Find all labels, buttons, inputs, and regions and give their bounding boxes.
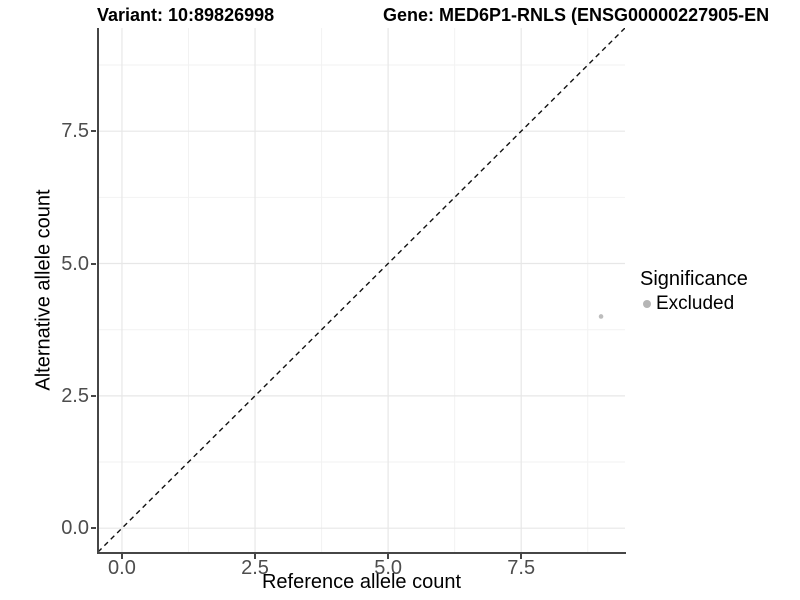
x-tick-mark <box>520 554 523 559</box>
legend-title: Significance <box>640 268 748 290</box>
y-tick-label: 7.5 <box>61 120 89 143</box>
y-tick-mark <box>91 130 96 133</box>
y-tick-mark <box>91 262 96 265</box>
x-tick-label: 2.5 <box>241 557 269 579</box>
legend: Significance Excluded <box>640 268 748 313</box>
y-tick-label: 0.0 <box>61 517 89 540</box>
identity-reference-line <box>97 27 626 553</box>
x-tick-mark <box>387 554 390 559</box>
x-tick-mark <box>120 554 123 559</box>
legend-entry-label: Excluded <box>656 293 735 314</box>
x-axis-title: Reference allele count <box>261 571 461 593</box>
x-tick-label: 5.0 <box>374 557 403 579</box>
y-axis-title: Alternative allele count <box>32 189 55 391</box>
legend-point-swatch-icon <box>643 299 651 308</box>
plot-area-svg <box>97 27 626 553</box>
plot-panel <box>97 27 626 553</box>
y-tick-label: 2.5 <box>61 384 89 407</box>
y-axis-line <box>97 28 99 554</box>
y-tick-mark <box>91 394 96 397</box>
x-tick-label: 7.5 <box>507 557 536 579</box>
y-tick-label: 5.0 <box>61 252 89 275</box>
x-tick-mark <box>254 554 257 559</box>
gene-title: Gene: MED6P1-RNLS (ENSG00000227905-EN <box>383 5 770 25</box>
x-axis-line <box>97 552 626 554</box>
legend-entry: Excluded <box>640 294 748 313</box>
data-point <box>598 314 604 319</box>
variant-title: Variant: 10:89826998 <box>97 5 275 25</box>
x-tick-label: 0.0 <box>108 557 136 579</box>
legend-entries: Excluded <box>640 294 748 313</box>
y-tick-mark <box>91 527 96 530</box>
